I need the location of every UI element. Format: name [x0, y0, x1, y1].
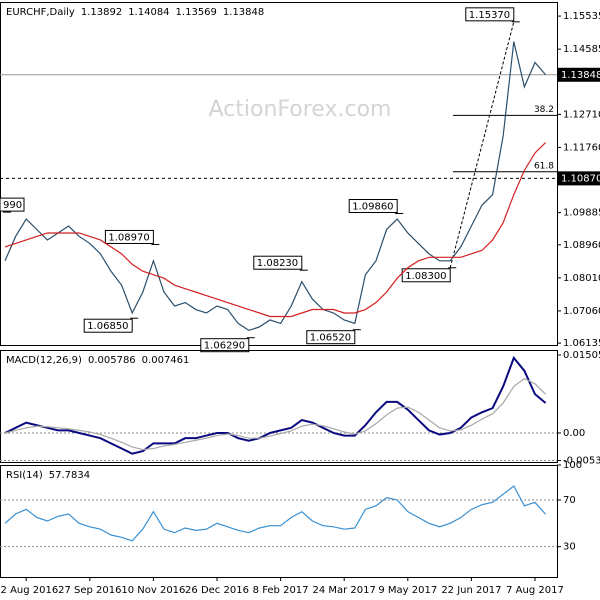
- trend-line: [449, 21, 515, 268]
- x-tick-label: 7 Aug 2017: [506, 585, 564, 596]
- header-value: 1.13892: [81, 7, 122, 18]
- y-tick-label: -0.005321: [563, 456, 600, 467]
- header-value: 1.13848: [223, 7, 264, 18]
- annotation-label: 1.08300: [405, 271, 446, 282]
- annotation-box: [401, 268, 451, 283]
- annotation-box: [306, 330, 356, 345]
- x-tick-label: 26 Dec 2016: [185, 585, 249, 596]
- y-tick-label: 1.08010: [563, 273, 600, 284]
- annotation-label: 1.06290: [204, 341, 245, 352]
- annotation-label: 1.09860: [352, 202, 393, 213]
- y-tick-label: 1.06135: [563, 338, 600, 349]
- price-label: 1.13848: [561, 70, 600, 81]
- fib-label: 61.8: [534, 161, 554, 171]
- annotation-box: [465, 7, 515, 22]
- annotation-label: 1.06520: [310, 333, 351, 344]
- y-tick-label: 0.00: [563, 428, 585, 439]
- x-tick-label: 12 Aug 2016: [0, 585, 58, 596]
- x-tick-label: 27 Sep 2016: [58, 585, 121, 596]
- x-tick-label: 10 Nov 2016: [121, 585, 185, 596]
- fib-label: 38.2: [534, 105, 554, 115]
- x-tick-label: 22 Jun 2017: [441, 585, 501, 596]
- header-value: 0.007461: [142, 355, 190, 366]
- y-tick-label: 1.09885: [563, 208, 600, 219]
- annotation-box: [253, 255, 303, 270]
- series-line: [4, 142, 547, 318]
- annotation-label: 1.06850: [87, 321, 128, 332]
- annotation-label: 1.15370: [469, 10, 510, 21]
- level-box: [558, 171, 600, 186]
- panel-title: RSI(14) 57.7834: [6, 470, 90, 481]
- title: MACD(12,26,9): [6, 355, 82, 366]
- header-value: 1.13569: [176, 7, 217, 18]
- y-tick-label: 30: [563, 542, 576, 553]
- y-tick-label: 100: [563, 460, 582, 471]
- series-line: [4, 355, 547, 455]
- panel-title: EURCHF,Daily 1.13892 1.14084 1.13569 1.13848: [6, 7, 264, 18]
- y-tick-label: 1.08960: [563, 240, 600, 251]
- annotation-label: 1.08970: [108, 232, 149, 243]
- x-tick-label: 24 Mar 2017: [312, 585, 375, 596]
- y-tick-label: 1.12710: [563, 109, 600, 120]
- x-tick-label: 9 May 2017: [378, 585, 437, 596]
- annotation-box: [348, 199, 398, 214]
- annotation-box: [104, 229, 154, 244]
- y-tick-label: 1.14585: [563, 44, 600, 55]
- panel-frame: [0, 465, 558, 578]
- annotation-box: [83, 318, 133, 333]
- series-line: [4, 485, 547, 542]
- annotation-box: [0, 197, 25, 212]
- y-tick-label: 1.11760: [563, 142, 600, 153]
- panel-frame: [0, 350, 558, 463]
- annotation-label: 1.08230: [257, 258, 298, 269]
- annotation-label: 990: [3, 200, 22, 211]
- title: RSI(14): [6, 470, 43, 481]
- level-label: 1.10870: [561, 173, 600, 184]
- series-line: [4, 377, 547, 451]
- price-box: [558, 67, 600, 82]
- series-line: [4, 41, 547, 332]
- y-tick-label: 0.015052: [563, 350, 600, 361]
- y-tick-label: 1.07060: [563, 306, 600, 317]
- panel-frame: [0, 2, 558, 346]
- y-tick-label: 70: [563, 495, 576, 506]
- panel-title: MACD(12,26,9) 0.005786 0.007461: [6, 355, 189, 366]
- header-value: 57.7834: [49, 470, 90, 481]
- header-value: 1.14084: [128, 7, 169, 18]
- annotation-box: [200, 338, 250, 353]
- title: EURCHF,Daily: [6, 7, 75, 18]
- x-tick-label: 8 Feb 2017: [253, 585, 309, 596]
- y-tick-label: 1.15535: [563, 11, 600, 22]
- watermark: ActionForex.com: [209, 97, 392, 122]
- header-value: 0.005786: [88, 355, 136, 366]
